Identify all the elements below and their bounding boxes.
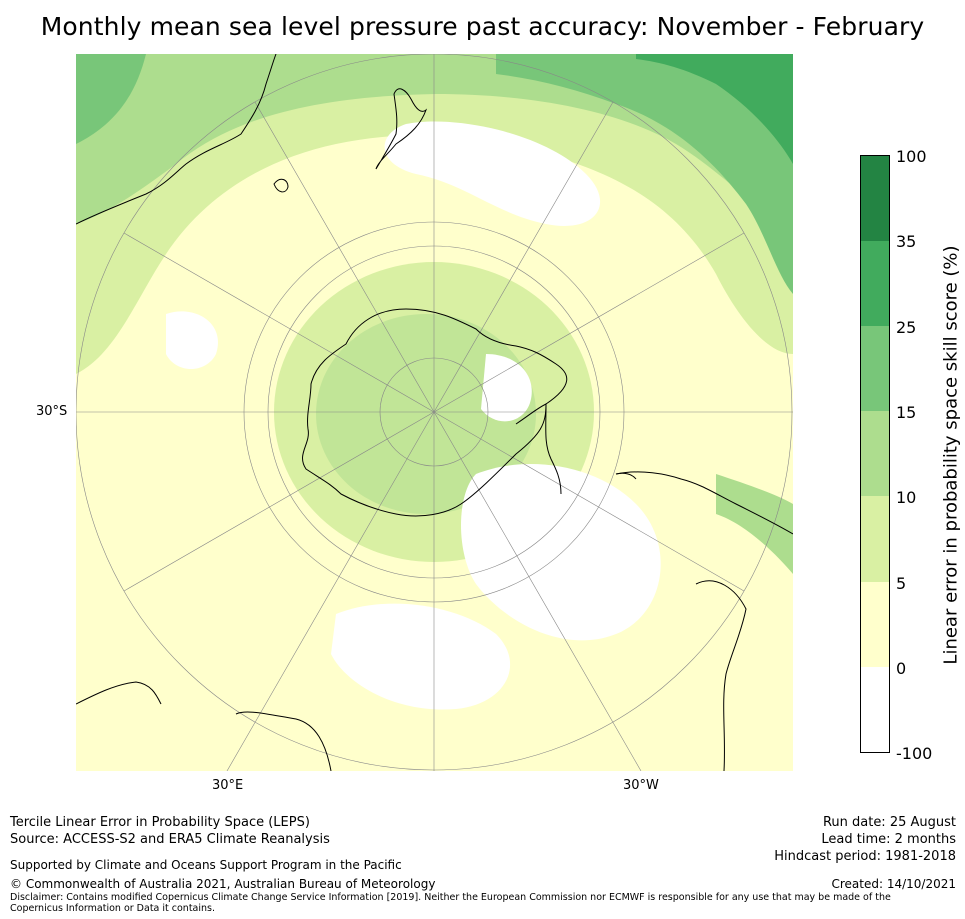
coast-south-america-tip (695, 580, 747, 771)
footer-method: Tercile Linear Error in Probability Spac… (10, 815, 310, 830)
skill-zone-north-pacific (76, 54, 793, 374)
footer-run-date: Run date: 25 August (822, 815, 956, 830)
colorbar-band-neg100-0 (860, 667, 890, 753)
colorbar-band-25-35 (860, 241, 890, 326)
coast-antarctica (302, 308, 568, 517)
longitude-label-30e: 30°E (212, 778, 244, 793)
coast-australia (76, 54, 277, 225)
coast-south-africa (76, 681, 162, 705)
footer-source: Source: ACCESS-S2 and ERA5 Climate Reana… (10, 832, 330, 847)
coast-tasmania (273, 178, 289, 193)
low-skill-patch-south (331, 603, 511, 710)
colorbar-tick-25: 25 (896, 318, 917, 337)
footer-created: Created: 14/10/2021 (831, 877, 956, 891)
colorbar-tick-0: 0 (896, 659, 907, 678)
low-skill-patch-south-atlantic (461, 464, 661, 641)
skill-zone-antarctic-inner (316, 314, 536, 514)
colorbar-tick-15: 15 (896, 403, 917, 422)
coast-madagascar (235, 711, 332, 771)
skill-zone-west-strip (76, 54, 146, 144)
colorbar-label: Linear error in probability space skill … (940, 245, 962, 665)
coast-falklands (615, 472, 637, 480)
meridian-lines (76, 54, 793, 771)
skill-zone-east-pacific (496, 54, 793, 294)
skill-zone-far-east (636, 54, 793, 164)
coast-south-america (615, 471, 793, 535)
latitude-label-30s: 30°S (36, 404, 68, 419)
map-title: Monthly mean sea level pressure past acc… (40, 12, 925, 41)
coastlines (76, 54, 793, 771)
low-skill-patch-weddell (481, 354, 532, 422)
colorbar-tick-5: 5 (896, 574, 907, 593)
footer-hindcast: Hindcast period: 1981-2018 (774, 849, 956, 864)
coast-antarctic-peninsula (515, 403, 562, 495)
colorbar (860, 155, 890, 753)
footer-lead-time: Lead time: 2 months (821, 832, 956, 847)
colorbar-band-0-5 (860, 582, 890, 667)
footer-copyright: © Commonwealth of Australia 2021, Austra… (10, 877, 436, 891)
colorbar-tick-100: 100 (896, 147, 927, 166)
longitude-label-30w: 30°W (623, 778, 659, 793)
colorbar-tick-35: 35 (896, 232, 917, 251)
colorbar-band-5-10 (860, 496, 890, 582)
polar-map (76, 54, 793, 771)
colorbar-band-35-100 (860, 155, 890, 241)
skill-zone-southeast (716, 474, 793, 574)
colorbar-band-10-15 (860, 411, 890, 496)
low-skill-patch-indian (166, 311, 218, 369)
low-skill-patch-pacific (384, 121, 601, 226)
footer-disclaimer: Disclaimer: Contains modified Copernicus… (10, 892, 891, 914)
colorbar-tick-neg100: -100 (896, 744, 933, 763)
colorbar-tick-10: 10 (896, 488, 917, 507)
colorbar-band-15-25 (860, 326, 890, 411)
coast-new-zealand (375, 88, 428, 170)
footer-support: Supported by Climate and Oceans Support … (10, 858, 402, 872)
